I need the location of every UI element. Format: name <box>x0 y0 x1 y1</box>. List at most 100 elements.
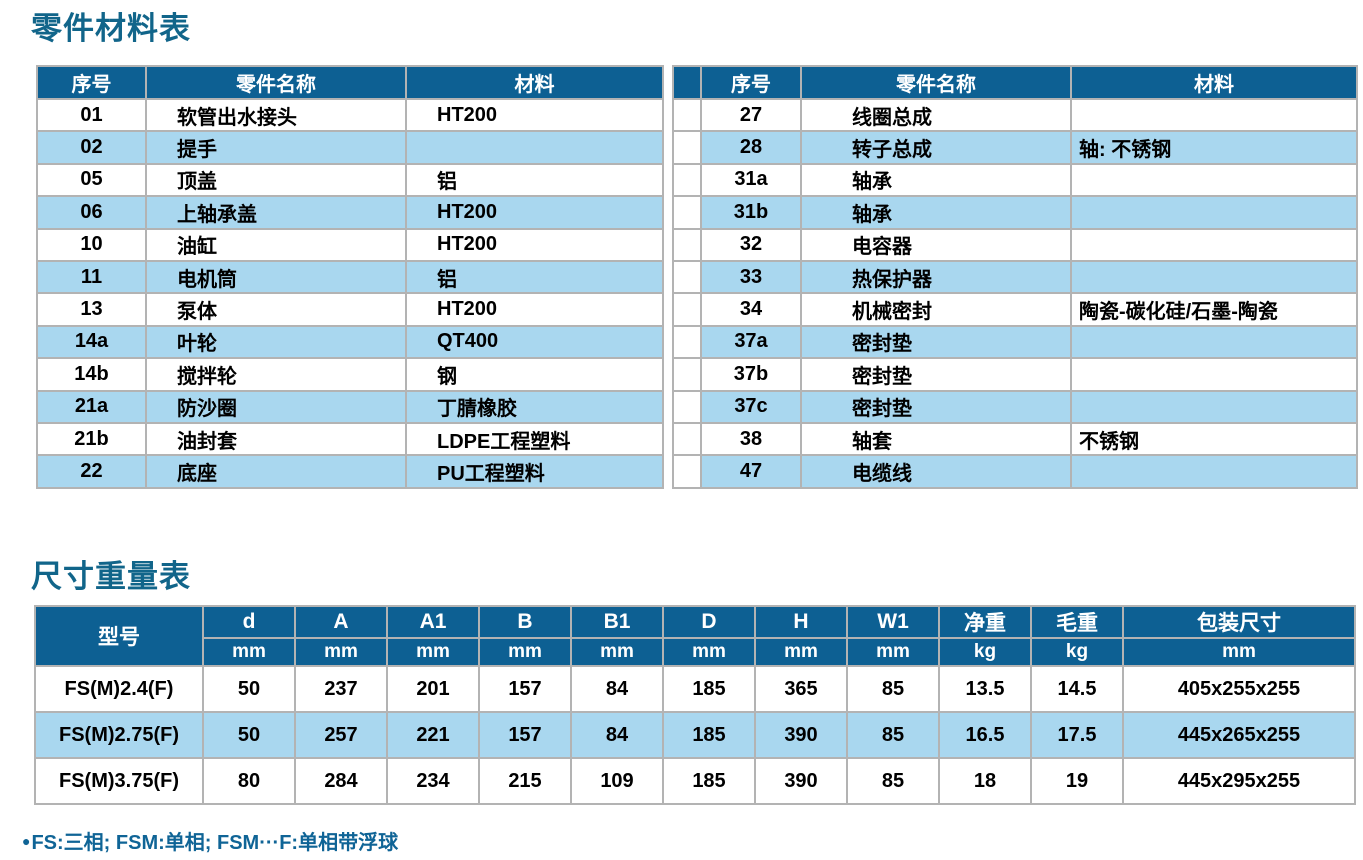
spacer-cell <box>672 292 702 327</box>
table-row: 27 线圈总成 <box>672 97 1358 133</box>
part-name-cell: 提手 <box>145 130 407 165</box>
dim-value-cell: 445x295x255 <box>1122 757 1356 805</box>
dim-col-header: A <box>294 605 388 639</box>
part-material-cell <box>1070 454 1358 489</box>
parts-right-body: 27 线圈总成 28 转子总成 轴: 不锈钢 31a 轴承 31b 轴承 32 电容器 33 热保护器 3… <box>672 97 1358 489</box>
table-row: 02 提手 <box>36 130 664 165</box>
spacer-cell <box>672 324 702 360</box>
table-row: 10 油缸 HT200 <box>36 227 664 262</box>
dim-unit-header: mm <box>570 637 664 667</box>
part-number-cell: 28 <box>700 130 802 165</box>
dim-value-cell: 85 <box>846 665 940 713</box>
part-number-cell: 01 <box>36 97 147 133</box>
part-material-cell: HT200 <box>405 97 664 133</box>
dim-value-cell: 390 <box>754 757 848 805</box>
part-name-cell: 油缸 <box>145 227 407 262</box>
table-row: FS(M)2.4(F) 50 237 201 157 84 185 365 85 13.5 14.5… <box>34 665 1356 713</box>
dims-table-body: FS(M)2.4(F) 50 237 201 157 84 185 365 85 13.5 14.5… <box>34 665 1356 805</box>
table-row: 37c 密封垫 <box>672 389 1358 424</box>
table-row: 28 转子总成 轴: 不锈钢 <box>672 130 1358 165</box>
dim-value-cell: 157 <box>478 665 572 713</box>
part-material-cell <box>1070 195 1358 230</box>
part-material-cell <box>1070 227 1358 262</box>
part-material-cell: 陶瓷-碳化硅/石墨-陶瓷 <box>1070 292 1358 327</box>
dim-value-cell: 85 <box>846 757 940 805</box>
dim-value-cell: 157 <box>478 711 572 759</box>
spacer-cell <box>672 130 702 165</box>
dim-col-header: 净重 <box>938 605 1032 639</box>
part-number-cell: 37b <box>700 357 802 392</box>
dim-value-cell: 109 <box>570 757 664 805</box>
dim-unit-header: mm <box>754 637 848 667</box>
part-number-cell: 38 <box>700 421 802 457</box>
part-name-cell: 电容器 <box>800 227 1072 262</box>
col-header-model: 型号 <box>34 605 204 667</box>
part-name-cell: 密封垫 <box>800 389 1072 424</box>
part-name-cell: 上轴承盖 <box>145 195 407 230</box>
table-row: 11 电机筒铝 <box>36 259 664 295</box>
table-row: 31b 轴承 <box>672 195 1358 230</box>
part-number-cell: 32 <box>700 227 802 262</box>
dim-unit-header: kg <box>1030 637 1124 667</box>
bullet-icon: ● <box>22 833 31 849</box>
dim-value-cell: 221 <box>386 711 480 759</box>
part-name-cell: 密封垫 <box>800 357 1072 392</box>
table-row: 37a 密封垫 <box>672 324 1358 360</box>
dim-col-header: D <box>662 605 756 639</box>
dim-value-cell: 19 <box>1030 757 1124 805</box>
part-material-cell: 铝 <box>405 259 664 295</box>
table-row: 37b 密封垫 <box>672 357 1358 392</box>
part-number-cell: 27 <box>700 97 802 133</box>
part-material-cell <box>1070 389 1358 424</box>
dim-col-header: H <box>754 605 848 639</box>
part-name-cell: 软管出水接头 <box>145 97 407 133</box>
dim-unit-header: mm <box>846 637 940 667</box>
part-name-cell: 轴承 <box>800 162 1072 198</box>
table-row: 21b 油封套 LDPE工程塑料 <box>36 421 664 457</box>
table-row: 06 上轴承盖 HT200 <box>36 195 664 230</box>
part-number-cell: 06 <box>36 195 147 230</box>
col-header-material: 材料 <box>1070 65 1358 100</box>
dim-unit-header: mm <box>478 637 572 667</box>
model-cell: FS(M)2.75(F) <box>34 711 204 759</box>
dim-value-cell: 84 <box>570 665 664 713</box>
dim-value-cell: 14.5 <box>1030 665 1124 713</box>
dim-value-cell: 18 <box>938 757 1032 805</box>
table-row: 33 热保护器 <box>672 259 1358 295</box>
dim-value-cell: 390 <box>754 711 848 759</box>
dim-value-cell: 185 <box>662 711 756 759</box>
dims-header-row-labels: 型号 d A A1 B B1 D H W1 净重 毛重 包装尺寸 <box>34 605 1356 667</box>
table-row: FS(M)2.75(F) 50 257 221 157 84 185 390 85 16.5 17.… <box>34 711 1356 759</box>
part-number-cell: 21b <box>36 421 147 457</box>
part-number-cell: 37a <box>700 324 802 360</box>
col-header-name: 零件名称 <box>800 65 1072 100</box>
part-name-cell: 电机筒 <box>145 259 407 295</box>
spacer-cell <box>672 259 702 295</box>
part-number-cell: 10 <box>36 227 147 262</box>
dim-unit-header: mm <box>1122 637 1356 667</box>
dim-value-cell: 17.5 <box>1030 711 1124 759</box>
part-name-cell: 搅拌轮 <box>145 357 407 392</box>
part-name-cell: 线圈总成 <box>800 97 1072 133</box>
table-row: 47 电缆线 <box>672 454 1358 489</box>
part-material-cell: HT200 <box>405 195 664 230</box>
spacer-header-cell <box>672 65 702 100</box>
part-material-cell <box>1070 97 1358 133</box>
part-name-cell: 防沙圈 <box>145 389 407 424</box>
dim-value-cell: 50 <box>202 711 296 759</box>
spacer-cell <box>672 97 702 133</box>
table-header-row: 序号 零件名称 材料 <box>672 65 1358 100</box>
part-number-cell: 37c <box>700 389 802 424</box>
dimensions-weight-table: 型号 d A A1 B B1 D H W1 净重 毛重 包装尺寸 mm mm mm mm mm mm mm mm k… <box>34 605 1356 805</box>
table-row: 31a 轴承 <box>672 162 1358 198</box>
table-row: 13 泵体 HT200 <box>36 292 664 327</box>
dim-value-cell: 257 <box>294 711 388 759</box>
part-number-cell: 22 <box>36 454 147 489</box>
part-material-cell <box>1070 357 1358 392</box>
part-number-cell: 14b <box>36 357 147 392</box>
part-material-cell: HT200 <box>405 292 664 327</box>
table-header-row: 序号 零件名称 材料 <box>36 65 664 100</box>
parts-left-body: 01 软管出水接头 HT200 02 提手 05 顶盖铝 06 上轴承盖 HT200 10 油缸 HT2… <box>36 97 664 489</box>
model-cell: FS(M)2.4(F) <box>34 665 204 713</box>
